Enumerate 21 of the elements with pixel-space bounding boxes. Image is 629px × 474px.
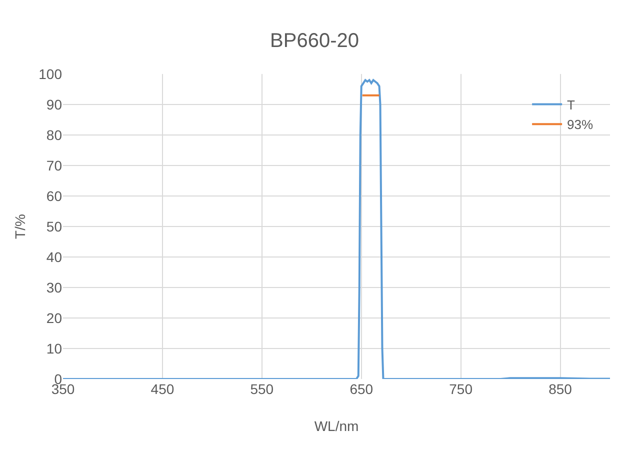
x-tick-label: 550 [250, 381, 274, 397]
y-axis-title: T/% [12, 214, 28, 239]
y-tick-label: 70 [46, 157, 62, 174]
y-tick-label: 80 [46, 126, 62, 143]
y-tick-label: 90 [46, 96, 62, 112]
x-axis-title: WL/nm [314, 418, 359, 434]
y-tick-label: 50 [46, 218, 62, 234]
x-tick-label: 750 [449, 381, 473, 397]
legend-label: T [567, 97, 576, 112]
y-tick-label: 30 [46, 279, 62, 296]
x-tick-label: 850 [548, 381, 572, 397]
y-tick-label: 20 [46, 310, 62, 326]
y-tick-label: 60 [46, 188, 62, 204]
y-tick-label: 10 [46, 340, 62, 356]
legend-label: 93% [567, 117, 594, 132]
chart-title: BP660-20 [270, 30, 359, 52]
line-series [63, 79, 610, 379]
x-tick-label: 650 [350, 381, 374, 397]
y-tick-label: 40 [46, 248, 62, 265]
x-tick-label: 450 [150, 381, 174, 397]
y-tick-label: 100 [38, 66, 62, 82]
